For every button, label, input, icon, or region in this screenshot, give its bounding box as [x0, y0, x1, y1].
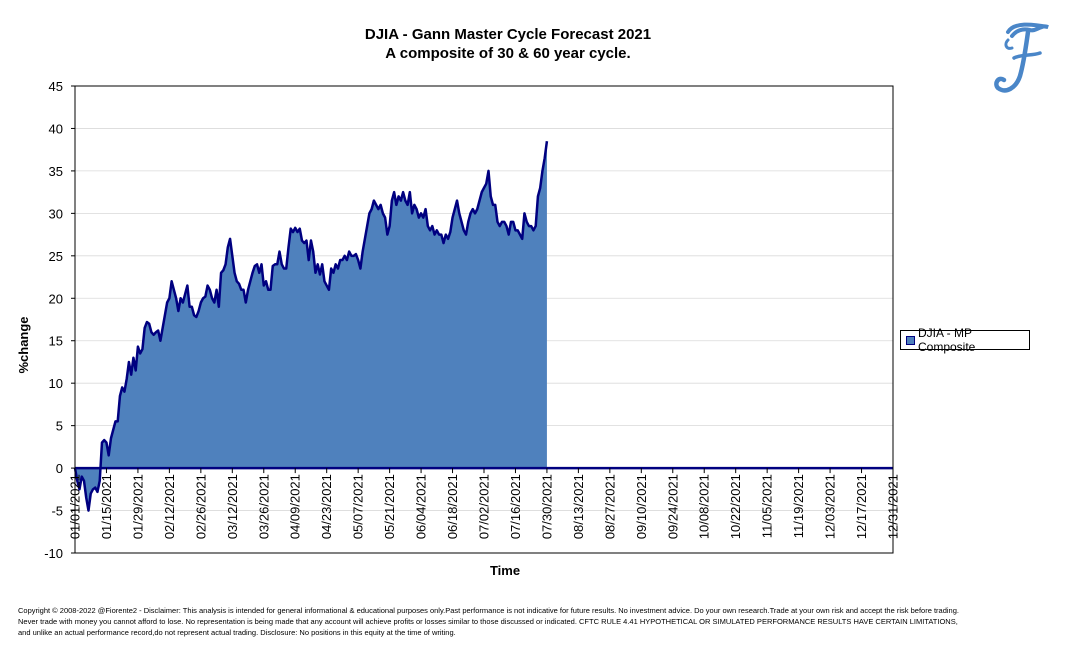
y-tick-label: 35	[49, 164, 63, 179]
x-tick-labels: 01/01/2021 01/15/2021 01/29/2021 02/12/2021…	[68, 474, 901, 539]
y-tick-label: 40	[49, 121, 63, 136]
y-tick-label: -5	[51, 504, 63, 519]
x-tick-label: 06/18/2021	[445, 474, 460, 539]
x-tick-label: 03/12/2021	[225, 474, 240, 539]
axes	[71, 85, 894, 554]
x-tick-label: 07/16/2021	[508, 474, 523, 539]
x-tick-label: 09/10/2021	[634, 474, 649, 539]
x-tick-label: 04/23/2021	[319, 474, 334, 539]
y-axis-label: %change	[16, 316, 31, 373]
x-axis-label: Time	[490, 563, 520, 578]
y-tick-label: 15	[49, 334, 63, 349]
chart-title: DJIA - Gann Master Cycle Forecast 2021	[364, 26, 652, 43]
y-tick-label: 45	[49, 79, 63, 94]
y-tick-label: 0	[56, 461, 63, 476]
x-tick-label: 09/24/2021	[665, 474, 680, 539]
legend-label: DJIA - MP Composite	[918, 326, 976, 354]
x-tick-label: 12/31/2021	[886, 474, 901, 539]
series-area-fill	[75, 141, 547, 511]
x-tick-label: 10/08/2021	[697, 474, 712, 539]
y-tick-label: 10	[49, 376, 63, 391]
x-tick-label: 12/03/2021	[823, 474, 838, 539]
disclaimer-line-1: Copyright © 2008-2022 @Fiorente2 - Discl…	[18, 606, 959, 615]
plot-frame	[74, 85, 894, 554]
x-tick-label: 03/26/2021	[256, 474, 271, 539]
x-tick-label: 01/15/2021	[99, 474, 114, 539]
x-tick-label: 10/22/2021	[728, 474, 743, 539]
y-tick-label: 5	[56, 419, 63, 434]
y-tick-label: 30	[49, 206, 63, 221]
chart-legend: DJIA - MP Composite	[900, 326, 1030, 354]
y-tick-label: -10	[44, 546, 63, 561]
y-tick-label: 20	[49, 291, 63, 306]
x-tick-label: 01/01/2021	[68, 474, 83, 539]
fiorente-logo	[992, 18, 1054, 98]
y-tick-labels: 45 40 35 30 25 20 15 10 5 0 -5 -10	[44, 79, 63, 561]
x-tick-label: 11/05/2021	[760, 474, 775, 538]
legend-swatch	[906, 335, 915, 345]
series-line	[73, 141, 549, 512]
x-tick-label: 07/02/2021	[477, 474, 492, 539]
x-tick-label: 11/19/2021	[791, 474, 806, 538]
x-tick-label: 12/17/2021	[854, 474, 869, 539]
x-tick-label: 05/21/2021	[382, 474, 397, 539]
disclaimer-line-3: and unlike an actual performance record,…	[18, 628, 456, 637]
x-tick-label: 08/27/2021	[602, 474, 617, 539]
chart-subtitle: A composite of 30 & 60 year cycle.	[385, 45, 631, 62]
x-tick-label: 06/04/2021	[414, 474, 429, 539]
y-tick-label: 25	[49, 249, 63, 264]
x-tick-label: 07/30/2021	[539, 474, 554, 539]
disclaimer-line-2: Never trade with money you cannot afford…	[18, 617, 958, 626]
x-tick-label: 04/09/2021	[288, 474, 303, 539]
disclaimer-footer: Copyright © 2008-2022 @Fiorente2 - Discl…	[18, 605, 1053, 638]
x-tick-label: 02/12/2021	[162, 474, 177, 539]
logo-f-icon	[994, 22, 1049, 93]
x-tick-label: 02/26/2021	[193, 474, 208, 539]
x-tick-label: 08/13/2021	[571, 474, 586, 539]
x-tick-label: 01/29/2021	[130, 474, 145, 539]
x-tick-label: 05/07/2021	[351, 474, 366, 539]
